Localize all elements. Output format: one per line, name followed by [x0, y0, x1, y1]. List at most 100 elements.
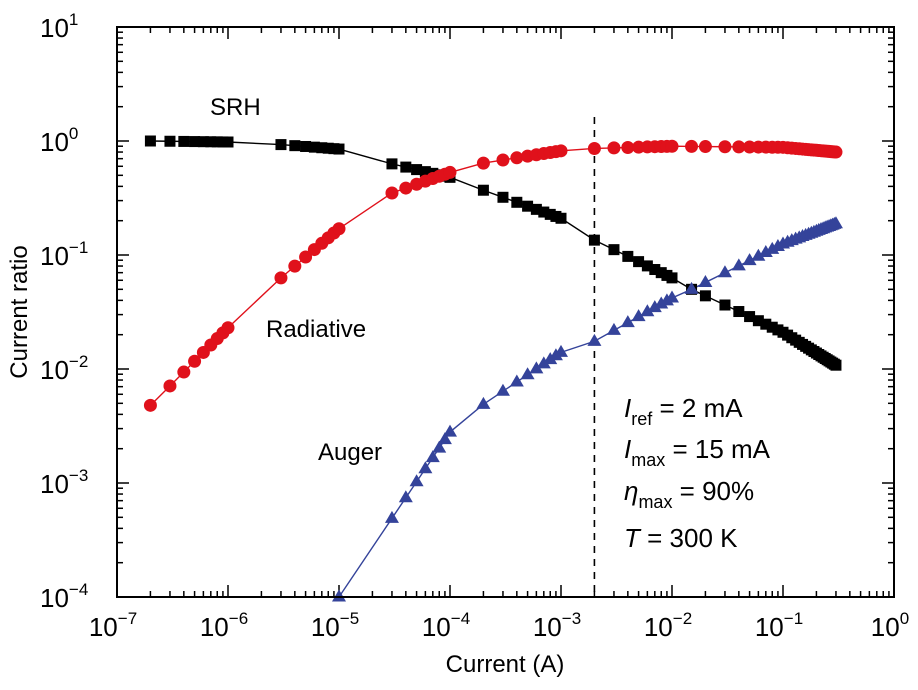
marker-auger	[509, 374, 524, 387]
marker-radiative	[621, 140, 635, 154]
x-tick-label: 10−4	[422, 609, 470, 642]
tick-exponent: −2	[69, 352, 88, 371]
marker-srh	[544, 208, 556, 220]
parameter-symbol: I	[624, 434, 631, 464]
x-tick-label: 10−3	[533, 609, 581, 642]
y-tick-label: 100	[40, 124, 78, 157]
marker-srh	[530, 203, 542, 215]
marker-radiative	[829, 145, 843, 159]
marker-auger	[529, 361, 544, 374]
marker-auger	[437, 432, 452, 445]
marker-srh	[205, 136, 217, 148]
marker-auger	[587, 333, 602, 346]
parameter-subscript: ref	[631, 409, 653, 429]
marker-srh	[400, 161, 412, 173]
marker-radiative	[163, 379, 177, 393]
marker-auger	[751, 248, 766, 261]
marker-srh	[144, 135, 156, 147]
marker-srh	[300, 140, 312, 152]
marker-srh	[608, 244, 620, 256]
tick-exponent: 0	[69, 124, 78, 143]
marker-radiative	[476, 156, 490, 170]
marker-srh	[752, 315, 764, 327]
x-tick-label: 10−5	[311, 609, 359, 642]
marker-srh	[211, 136, 223, 148]
marker-srh	[189, 136, 201, 148]
parameter-value: = 2 mA	[652, 393, 743, 423]
marker-auger	[606, 322, 621, 335]
plot-frame	[116, 26, 895, 598]
tick-base: 10	[40, 127, 69, 157]
y-tick-label: 10−1	[40, 238, 88, 271]
tick-exponent: −4	[69, 580, 88, 599]
tick-exponent: −1	[784, 609, 803, 628]
y-tick-label: 10−3	[40, 466, 88, 499]
parameter-value: = 90%	[672, 476, 754, 506]
marker-srh	[655, 267, 667, 279]
marker-srh	[744, 311, 756, 323]
marker-srh	[766, 321, 778, 333]
marker-auger	[647, 300, 662, 313]
marker-auger	[443, 424, 457, 437]
marker-srh	[333, 143, 345, 155]
marker-auger	[717, 265, 732, 278]
label-radiative: Radiative	[266, 316, 366, 343]
marker-auger	[425, 450, 440, 463]
series-line-srh	[150, 140, 837, 366]
tick-base: 10	[40, 241, 69, 271]
series-line-auger	[338, 223, 837, 598]
marker-auger	[384, 510, 399, 523]
parameter-symbol: η	[624, 476, 638, 506]
tick-base: 10	[311, 612, 340, 642]
marker-radiative	[385, 186, 399, 200]
marker-auger	[409, 474, 424, 487]
marker-srh	[699, 290, 711, 302]
marker-auger	[418, 461, 433, 474]
tick-exponent: −7	[118, 609, 137, 628]
marker-srh	[275, 139, 287, 151]
tick-exponent: 1	[69, 10, 78, 29]
marker-radiative	[732, 140, 746, 154]
marker-srh	[497, 191, 509, 203]
marker-radiative	[299, 250, 313, 264]
tick-base: 10	[40, 469, 69, 499]
marker-auger	[654, 296, 669, 309]
marker-radiative	[718, 140, 732, 154]
x-tick-label: 10−6	[200, 609, 248, 642]
marker-srh	[322, 142, 334, 154]
marker-radiative	[665, 139, 679, 153]
marker-srh	[316, 142, 328, 154]
marker-auger	[758, 245, 773, 258]
marker-srh	[289, 140, 301, 152]
tick-base: 10	[200, 612, 229, 642]
marker-srh	[178, 135, 190, 147]
tick-base: 10	[40, 13, 69, 43]
parameter-value: = 15 mA	[665, 434, 770, 464]
tick-exponent: −1	[69, 238, 88, 257]
marker-srh	[641, 260, 653, 272]
tick-exponent: −6	[229, 609, 248, 628]
marker-srh	[419, 166, 431, 178]
marker-srh	[477, 184, 489, 196]
marker-radiative	[221, 321, 235, 335]
series-line-radiative	[149, 145, 837, 406]
series-markers	[143, 135, 843, 602]
marker-radiative	[607, 141, 621, 155]
marker-srh	[719, 299, 731, 311]
marker-auger	[631, 309, 646, 322]
tick-base: 10	[871, 612, 900, 642]
y-tick-label: 10−2	[40, 352, 88, 385]
marker-srh	[308, 141, 320, 153]
parameter-subscript: max	[638, 492, 672, 512]
marker-srh	[588, 234, 600, 246]
tick-exponent: −2	[673, 609, 692, 628]
marker-srh	[511, 196, 523, 208]
marker-auger	[742, 253, 757, 266]
marker-srh	[197, 136, 209, 148]
tick-exponent: −3	[562, 609, 581, 628]
tick-base: 10	[422, 612, 451, 642]
marker-auger	[432, 440, 447, 453]
marker-radiative	[143, 398, 157, 412]
